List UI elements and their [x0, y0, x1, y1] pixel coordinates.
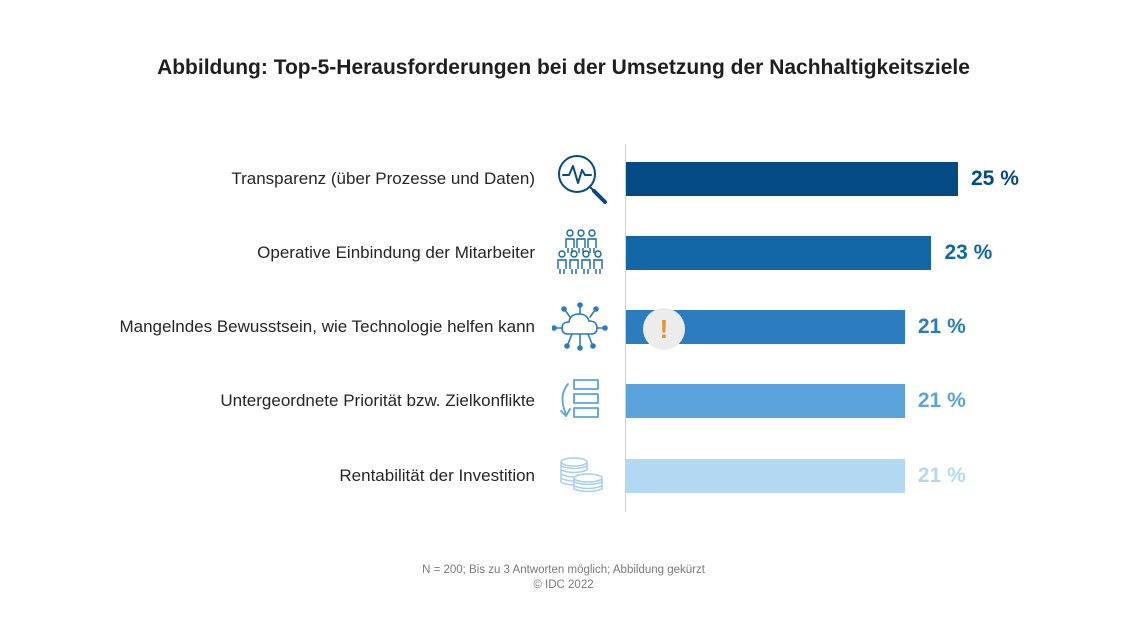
bar [626, 236, 932, 270]
alert-icon: ! [643, 308, 685, 350]
arrow-stack-icon [560, 379, 599, 418]
value-label: 21 % [917, 315, 966, 338]
bar [626, 459, 905, 493]
bar [626, 162, 958, 196]
value-label: 21 % [917, 389, 966, 412]
people-group-icon [557, 229, 603, 274]
category-label: Mangelndes Bewusstsein, wie Technologie … [119, 317, 535, 336]
chart-title: Abbildung: Top-5-Herausforderungen bei d… [157, 56, 970, 79]
value-label: 21 % [917, 464, 966, 487]
category-label: Operative Einbindung der Mitarbeiter [257, 243, 535, 262]
category-label: Rentabilität der Investition [339, 466, 535, 485]
cloud-network-icon [552, 302, 608, 351]
category-label: Transparenz (über Prozesse und Daten) [231, 169, 535, 188]
footer-note: N = 200; Bis zu 3 Antworten möglich; Abb… [422, 564, 705, 576]
monitor-magnifier-icon [558, 155, 607, 204]
value-label: 23 % [944, 241, 993, 264]
value-label: 25 % [971, 167, 1019, 190]
category-label: Untergeordnete Priorität bzw. Zielkonfli… [220, 391, 535, 410]
y-axis-line [625, 144, 626, 512]
coins-icon [560, 457, 603, 493]
bar [626, 384, 905, 418]
footer-copyright: © IDC 2022 [533, 579, 594, 591]
